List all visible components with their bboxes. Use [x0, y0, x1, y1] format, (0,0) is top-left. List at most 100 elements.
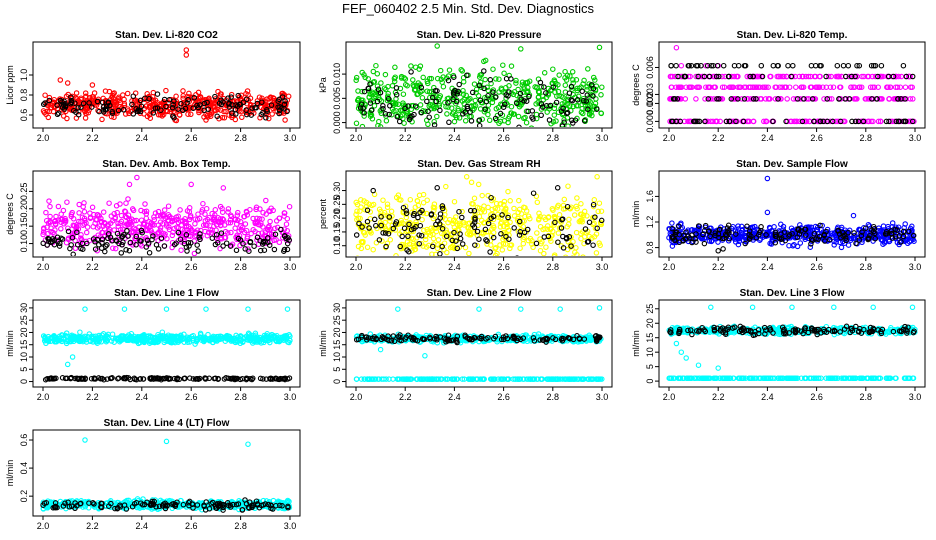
panel-1-series-red-point: [221, 115, 228, 121]
panel-1-series-red-point: [50, 108, 57, 115]
panel-7-series-black-point: [76, 375, 82, 382]
panel-6-series-black-point: [794, 234, 800, 241]
panel-2-series-green-point: [511, 89, 518, 95]
panel-5-series-yellow-point: [517, 245, 523, 251]
panel-4-series-magenta-point: [169, 232, 176, 239]
panel-2-series-black-point: [431, 129, 435, 133]
panel-3-series-black-point: [898, 96, 904, 102]
panel-2-series-black-point: [393, 91, 400, 98]
panel-7-series-cyan-point: [210, 333, 217, 340]
panel-5-series-yellow-point: [444, 249, 450, 256]
panel-2-series-green-point: [485, 107, 491, 114]
panel-4-series-black-point: [247, 239, 253, 246]
panel-4-series-magenta-point: [211, 223, 217, 230]
panel-4-series-magenta-point: [110, 245, 116, 251]
panel-6-series-black-point: [853, 240, 859, 247]
panel-2-series-green-point: [567, 103, 573, 109]
panel-6-series-blue-point: [881, 240, 888, 246]
panel-5-series-yellow-point: [591, 197, 598, 203]
panel-3-series-black-point: [723, 118, 730, 125]
panel-1-series-red-point: [271, 101, 278, 108]
panel-2-series-black-point: [481, 85, 487, 92]
panel-7-series-cyan-point: [64, 361, 71, 368]
panel-6-series-black-point: [672, 231, 679, 238]
panel-5-series-black-point: [488, 194, 494, 201]
panel-4-series-magenta-point: [40, 229, 47, 235]
panel-3-series-black-point: [836, 96, 842, 102]
panel-1-series-black-point: [54, 102, 60, 108]
panel-8-points: [353, 305, 605, 382]
panel-4-series-magenta-point: [175, 213, 181, 220]
panel-4-series-magenta-point: [270, 232, 277, 238]
panel-1-series-black-point: [115, 107, 122, 114]
panel-6-series-black-point: [712, 232, 718, 239]
panel-1-series-black-point: [78, 104, 84, 110]
panel-5-series-yellow-point: [597, 242, 603, 249]
panel-5-points: [353, 174, 605, 256]
panel-2-series-black-point: [380, 105, 386, 112]
panel-4-series-magenta-point: [143, 215, 150, 222]
panel-5-series-yellow-point: [574, 205, 580, 212]
panel-5-series-yellow-point: [543, 244, 549, 250]
panel-3-series-black-point: [852, 118, 859, 125]
panel-5-series-black-point: [453, 238, 459, 244]
panel-2-series-green-point: [431, 118, 437, 125]
panel-1-series-black-point: [75, 105, 81, 111]
panel-4-series-magenta-point: [188, 227, 195, 233]
panel-7-ytick-label: 5: [19, 367, 29, 372]
panel-6-xtick-label: 2.8: [860, 262, 873, 272]
panel-3-series-magenta-point: [741, 84, 747, 90]
panel-5-series-black-point: [451, 229, 457, 236]
panel-2-series-green-point: [497, 118, 504, 125]
panel-1-series-red-point: [47, 105, 54, 111]
panel-2-series-black-point: [569, 98, 576, 104]
panel-1-series-black-point: [264, 106, 270, 113]
panel-2-series-green-point: [455, 107, 462, 114]
panel-4-series-black-point: [158, 235, 165, 241]
panel-4-series-black-point: [69, 234, 76, 241]
panel-6-series-black-point: [756, 229, 763, 236]
panel-4-series-black-point: [235, 235, 242, 242]
panel-3-series-black-point: [701, 73, 708, 80]
panel-3-series-magenta-point: [731, 73, 738, 80]
panel-3-series-black-point: [735, 96, 741, 102]
panel-1-series-black-point: [218, 97, 224, 103]
panel-2-series-black-point: [537, 79, 544, 86]
panel-4-series-magenta-point: [243, 227, 250, 234]
panel-4-series-magenta-point: [183, 223, 190, 230]
panel-2-series-green-point: [402, 76, 409, 82]
panel-4-series-magenta-point: [52, 217, 59, 224]
panel-2-series-black-point: [485, 92, 491, 99]
panel-5-series-yellow-point: [434, 245, 441, 252]
panel-2-series-green-point: [516, 103, 523, 110]
panel-3-series-magenta-point: [907, 84, 914, 90]
panel-1-series-black-point: [163, 103, 169, 110]
panel-6-points: [666, 175, 917, 254]
panel-4-series-magenta-point: [204, 232, 211, 239]
panel-5-series-black-point: [415, 214, 421, 221]
panel-3-series-magenta-point: [682, 96, 689, 102]
panel-2-series-green-point: [561, 117, 567, 123]
panel-6-series-blue-point: [708, 238, 715, 245]
panel-5-series-yellow-point: [581, 234, 588, 240]
panel-2-series-green-point: [460, 79, 467, 85]
panel-6-series-black-point: [676, 223, 682, 230]
panel-6-series-black-point: [685, 233, 691, 239]
panel-4-series-black-point: [133, 233, 140, 240]
panel-2-series-black-point: [590, 93, 596, 99]
panel-3-series-magenta-point: [893, 73, 899, 80]
panel-2-series-green-point: [482, 76, 488, 83]
panel-4-series-magenta-point: [263, 211, 269, 217]
panel-1-series-black-point: [254, 100, 261, 107]
panel-5-series-yellow-point: [525, 213, 532, 219]
panel-5-series-yellow-point: [420, 243, 426, 249]
panel-3-series-magenta-point: [799, 73, 806, 80]
panel-7-series-cyan-point: [227, 335, 234, 341]
panel-7-series-black-point: [181, 375, 187, 382]
panel-5-series-black-point: [515, 255, 519, 256]
panel-5-series-black-point: [380, 230, 386, 236]
panel-4-series-magenta-point: [148, 227, 154, 234]
panel-5-series-black-point: [505, 214, 511, 221]
panel-5-series-black-point: [487, 249, 493, 255]
panel-5-series-black-point: [560, 233, 566, 240]
